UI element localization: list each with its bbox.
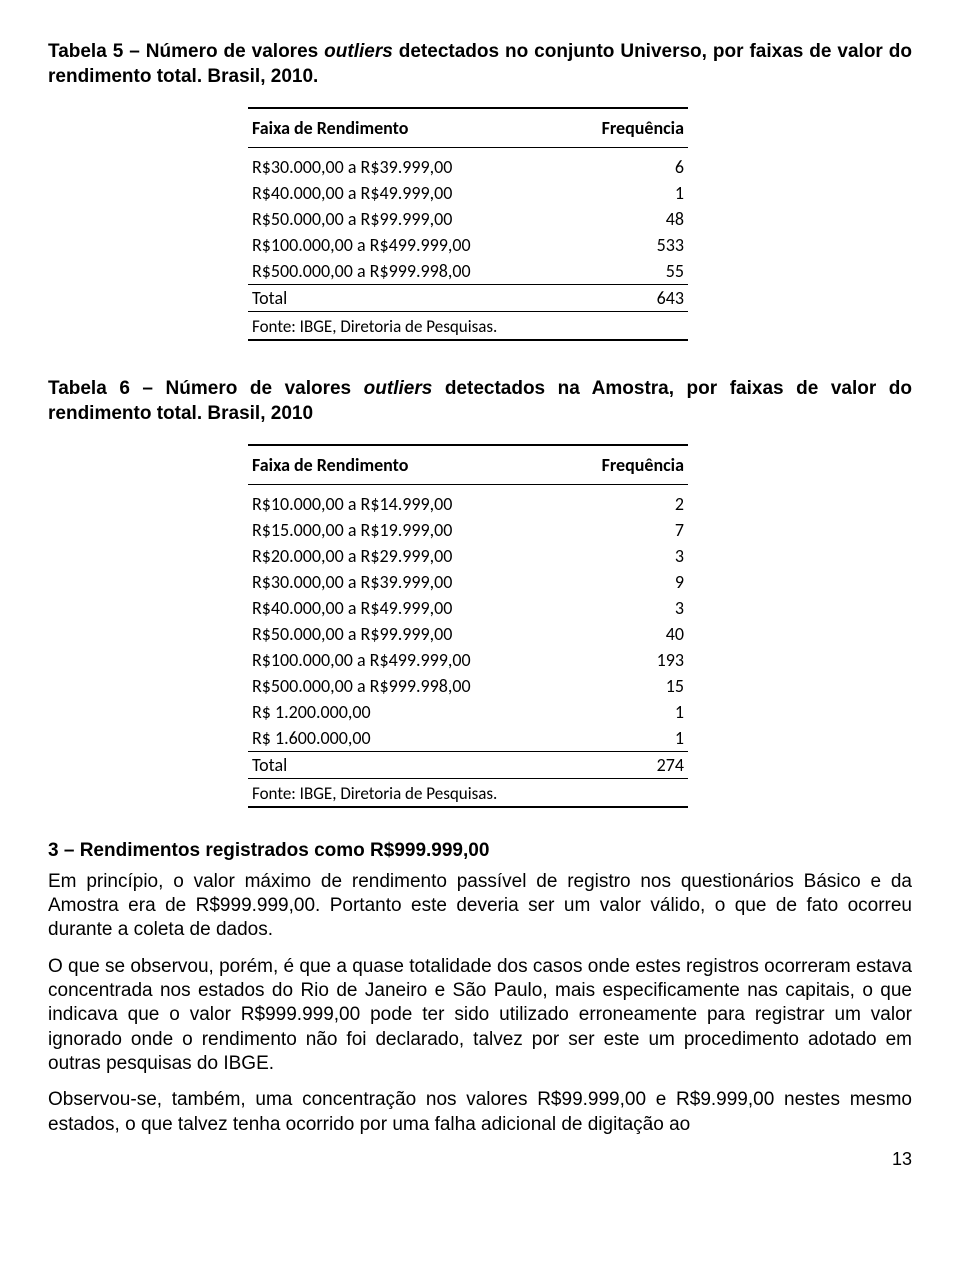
table-row-value: 55 xyxy=(563,258,689,285)
table-row-value: 2 xyxy=(563,491,689,517)
table-row-label: R$500.000,00 a R$999.998,00 xyxy=(248,258,563,285)
table-row-value: 193 xyxy=(563,647,689,673)
table5-col1: Faixa de Rendimento xyxy=(248,111,563,148)
table-row-label: R$100.000,00 a R$499.999,00 xyxy=(248,232,563,258)
paragraph-1: Em princípio, o valor máximo de rendimen… xyxy=(48,870,912,943)
table-row-value: 15 xyxy=(563,673,689,699)
table6-total-label: Total xyxy=(248,751,563,778)
table5-col2: Frequência xyxy=(563,111,689,148)
table6: Faixa de Rendimento Frequência R$10.000,… xyxy=(248,444,688,808)
table6-title-prefix: Tabela 6 – Número de valores xyxy=(48,378,364,399)
table5-title-prefix: Tabela 5 – Número de valores xyxy=(48,41,324,62)
table-row-label: R$30.000,00 a R$39.999,00 xyxy=(248,154,563,180)
table-row-label: R$ 1.200.000,00 xyxy=(248,699,563,725)
table-row-label: R$30.000,00 a R$39.999,00 xyxy=(248,569,563,595)
page-number: 13 xyxy=(48,1149,912,1170)
table-row-label: R$10.000,00 a R$14.999,00 xyxy=(248,491,563,517)
table6-col1: Faixa de Rendimento xyxy=(248,448,563,485)
table-row-value: 48 xyxy=(563,206,689,232)
table-row-label: R$40.000,00 a R$49.999,00 xyxy=(248,595,563,621)
table5-total-value: 643 xyxy=(563,284,689,311)
table6-col2: Frequência xyxy=(563,448,689,485)
table-row-value: 40 xyxy=(563,621,689,647)
table-row-label: R$20.000,00 a R$29.999,00 xyxy=(248,543,563,569)
table6-total-value: 274 xyxy=(563,751,689,778)
table-row-label: R$100.000,00 a R$499.999,00 xyxy=(248,647,563,673)
table5: Faixa de Rendimento Frequência R$30.000,… xyxy=(248,107,688,341)
table-row-label: R$50.000,00 a R$99.999,00 xyxy=(248,206,563,232)
table-row-label: R$ 1.600.000,00 xyxy=(248,725,563,752)
table-row-label: R$50.000,00 a R$99.999,00 xyxy=(248,621,563,647)
table6-title: Tabela 6 – Número de valores outliers de… xyxy=(48,377,912,426)
table-row-value: 6 xyxy=(563,154,689,180)
table5-source: Fonte: IBGE, Diretoria de Pesquisas. xyxy=(248,311,688,340)
table-row-value: 533 xyxy=(563,232,689,258)
table-row-label: R$15.000,00 a R$19.999,00 xyxy=(248,517,563,543)
table-row-value: 7 xyxy=(563,517,689,543)
table-row-value: 3 xyxy=(563,543,689,569)
table-row-label: R$500.000,00 a R$999.998,00 xyxy=(248,673,563,699)
paragraph-3: Observou-se, também, uma concentração no… xyxy=(48,1088,912,1137)
table-row-value: 1 xyxy=(563,725,689,752)
table-row-value: 3 xyxy=(563,595,689,621)
paragraph-2: O que se observou, porém, é que a quase … xyxy=(48,955,912,1077)
table-row-value: 9 xyxy=(563,569,689,595)
table-row-value: 1 xyxy=(563,180,689,206)
table-row-label: R$40.000,00 a R$49.999,00 xyxy=(248,180,563,206)
section-heading: 3 – Rendimentos registrados como R$999.9… xyxy=(48,840,912,862)
table5-title: Tabela 5 – Número de valores outliers de… xyxy=(48,40,912,89)
table5-total-label: Total xyxy=(248,284,563,311)
table-row-value: 1 xyxy=(563,699,689,725)
table6-title-italic: outliers xyxy=(364,378,433,399)
table5-title-italic: outliers xyxy=(324,41,393,62)
table6-source: Fonte: IBGE, Diretoria de Pesquisas. xyxy=(248,778,688,807)
